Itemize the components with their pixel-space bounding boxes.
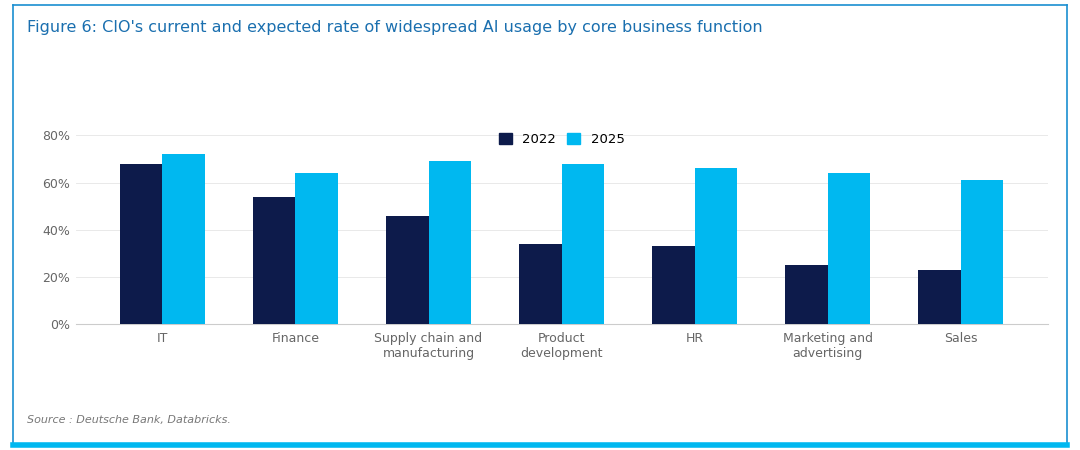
Bar	[162, 154, 205, 324]
Text: Figure 6: CIO's current and expected rate of widespread AI usage by core busines: Figure 6: CIO's current and expected rat…	[27, 20, 762, 35]
Bar	[253, 197, 296, 324]
Legend: 2022, 2025: 2022, 2025	[499, 133, 624, 146]
Bar	[386, 216, 429, 324]
Bar	[429, 162, 471, 324]
Bar	[827, 173, 870, 324]
Bar	[120, 164, 162, 324]
Bar	[694, 168, 738, 324]
Bar	[296, 173, 338, 324]
Bar	[519, 244, 562, 324]
Bar	[652, 246, 694, 324]
Bar	[918, 270, 961, 324]
Bar	[961, 180, 1003, 324]
Bar	[562, 164, 604, 324]
Text: Source : Deutsche Bank, Databricks.: Source : Deutsche Bank, Databricks.	[27, 415, 231, 425]
Bar	[785, 265, 827, 324]
